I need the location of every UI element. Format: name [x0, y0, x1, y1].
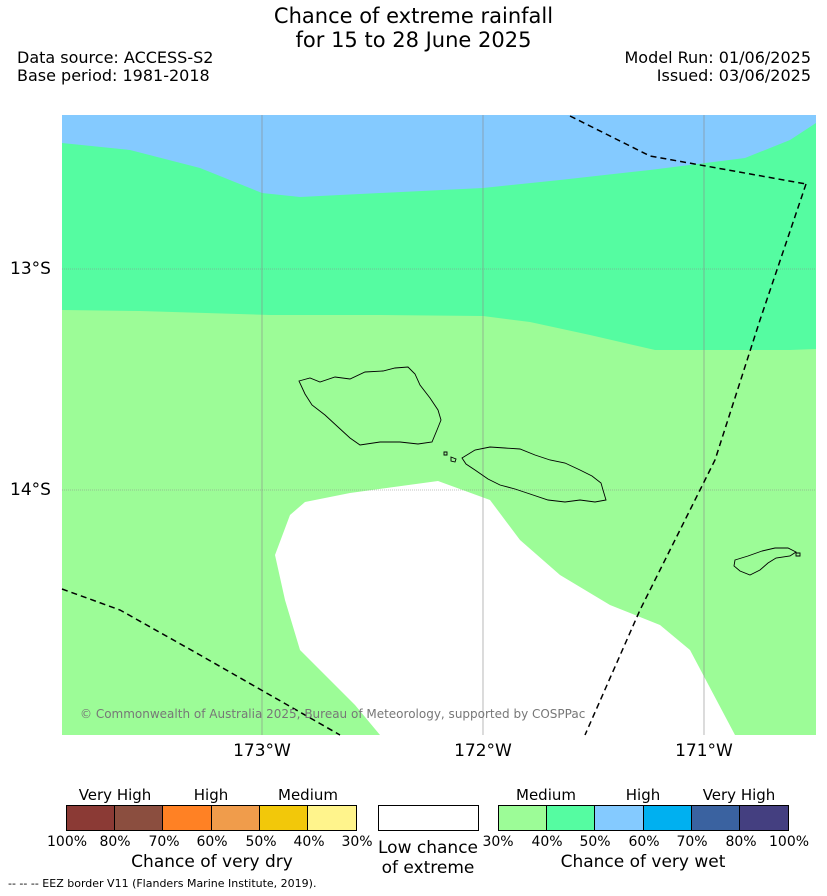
- wet-swatch-6: [739, 806, 789, 830]
- wet-swatch-5: [691, 806, 740, 830]
- title-line-2: for 15 to 28 June 2025: [295, 28, 532, 52]
- low-chance-label: Low chance of extreme: [360, 838, 496, 878]
- dry-swatch-4: [211, 806, 260, 830]
- wet-cat-very-high: Very High: [702, 786, 776, 804]
- aunuu-islet: [795, 552, 801, 557]
- savaii-island: [298, 366, 442, 446]
- graticule: [62, 115, 816, 735]
- base-period: Base period: 1981-2018: [17, 66, 210, 85]
- dry-tick: 80%: [99, 834, 131, 850]
- wet-legend-title: Chance of very wet: [560, 852, 726, 872]
- low-chance-line-1: Low chance: [378, 838, 478, 858]
- dry-swatch-5: [259, 806, 308, 830]
- upolu-island: [461, 446, 607, 503]
- dry-tick: 40%: [293, 834, 325, 850]
- coastlines: [298, 366, 801, 576]
- wet-swatch-2: [547, 806, 596, 830]
- dry-swatch-3: [163, 806, 212, 830]
- eez-border-east: [584, 183, 807, 736]
- chart-title: Chance of extreme rainfall for 15 to 28 …: [0, 4, 827, 52]
- copyright-text: © Commonwealth of Australia 2025, Bureau…: [80, 707, 585, 721]
- source-info: Data source: ACCESS-S2 Base period: 1981…: [17, 49, 213, 85]
- model-run: Model Run: 01/06/2025: [624, 48, 812, 67]
- apolima-islet: [450, 456, 457, 463]
- dry-tick: 60%: [196, 834, 228, 850]
- manono-islet: [443, 451, 448, 456]
- rainfall-shading: [62, 115, 816, 735]
- wet-tick: 80%: [725, 834, 757, 850]
- run-info: Model Run: 01/06/2025 Issued: 03/06/2025: [625, 49, 812, 85]
- wet-tick: 70%: [676, 834, 708, 850]
- wet-cat-medium: Medium: [516, 786, 576, 804]
- low-chance-line-2: of extreme: [381, 858, 475, 878]
- low-chance-zone: [275, 481, 735, 735]
- dry-tick: 70%: [148, 834, 180, 850]
- wet-swatch-1: [499, 806, 548, 830]
- tutuila-island: [733, 547, 797, 576]
- lon-label-171w: 171°W: [675, 741, 733, 761]
- map-panel: © Commonwealth of Australia 2025, Bureau…: [61, 115, 816, 736]
- very-high-wet-zone: [62, 115, 816, 197]
- lon-label-172w: 172°W: [454, 741, 512, 761]
- wet-cat-high: High: [625, 786, 661, 804]
- lat-label-14s: 14°S: [10, 480, 51, 500]
- wet-tick: 60%: [628, 834, 660, 850]
- wet-tick: 100%: [769, 834, 810, 850]
- dry-swatch-6: [307, 806, 357, 830]
- wet-tick: 30%: [482, 834, 514, 850]
- wet-swatch-3: [595, 806, 644, 830]
- data-source: Data source: ACCESS-S2: [17, 48, 214, 67]
- dry-swatch-2: [115, 806, 164, 830]
- dry-cat-high: High: [193, 786, 229, 804]
- dry-colorbar: [66, 805, 357, 831]
- dry-cat-very-high: Very High: [78, 786, 152, 804]
- eez-border-north: [569, 115, 807, 185]
- dry-tick: 50%: [245, 834, 277, 850]
- wet-colorbar: [498, 805, 789, 831]
- eez-border-southwest: [61, 588, 341, 736]
- dry-tick: 30%: [341, 834, 373, 850]
- lon-label-173w: 173°W: [233, 741, 291, 761]
- dry-cat-medium: Medium: [278, 786, 338, 804]
- wet-tick: 40%: [531, 834, 563, 850]
- wet-swatch-4: [643, 806, 692, 830]
- wet-tick: 50%: [579, 834, 611, 850]
- issued-date: Issued: 03/06/2025: [656, 66, 811, 85]
- dry-tick: 100%: [47, 834, 88, 850]
- dry-legend-title: Chance of very dry: [131, 852, 293, 872]
- eez-footnote: -- -- -- EEZ border V11 (Flanders Marine…: [8, 877, 317, 890]
- low-chance-swatch: [378, 805, 479, 831]
- lat-label-13s: 13°S: [10, 259, 51, 279]
- eez-borders: [61, 115, 807, 736]
- title-line-1: Chance of extreme rainfall: [273, 4, 554, 28]
- dry-swatch-1: [67, 806, 116, 830]
